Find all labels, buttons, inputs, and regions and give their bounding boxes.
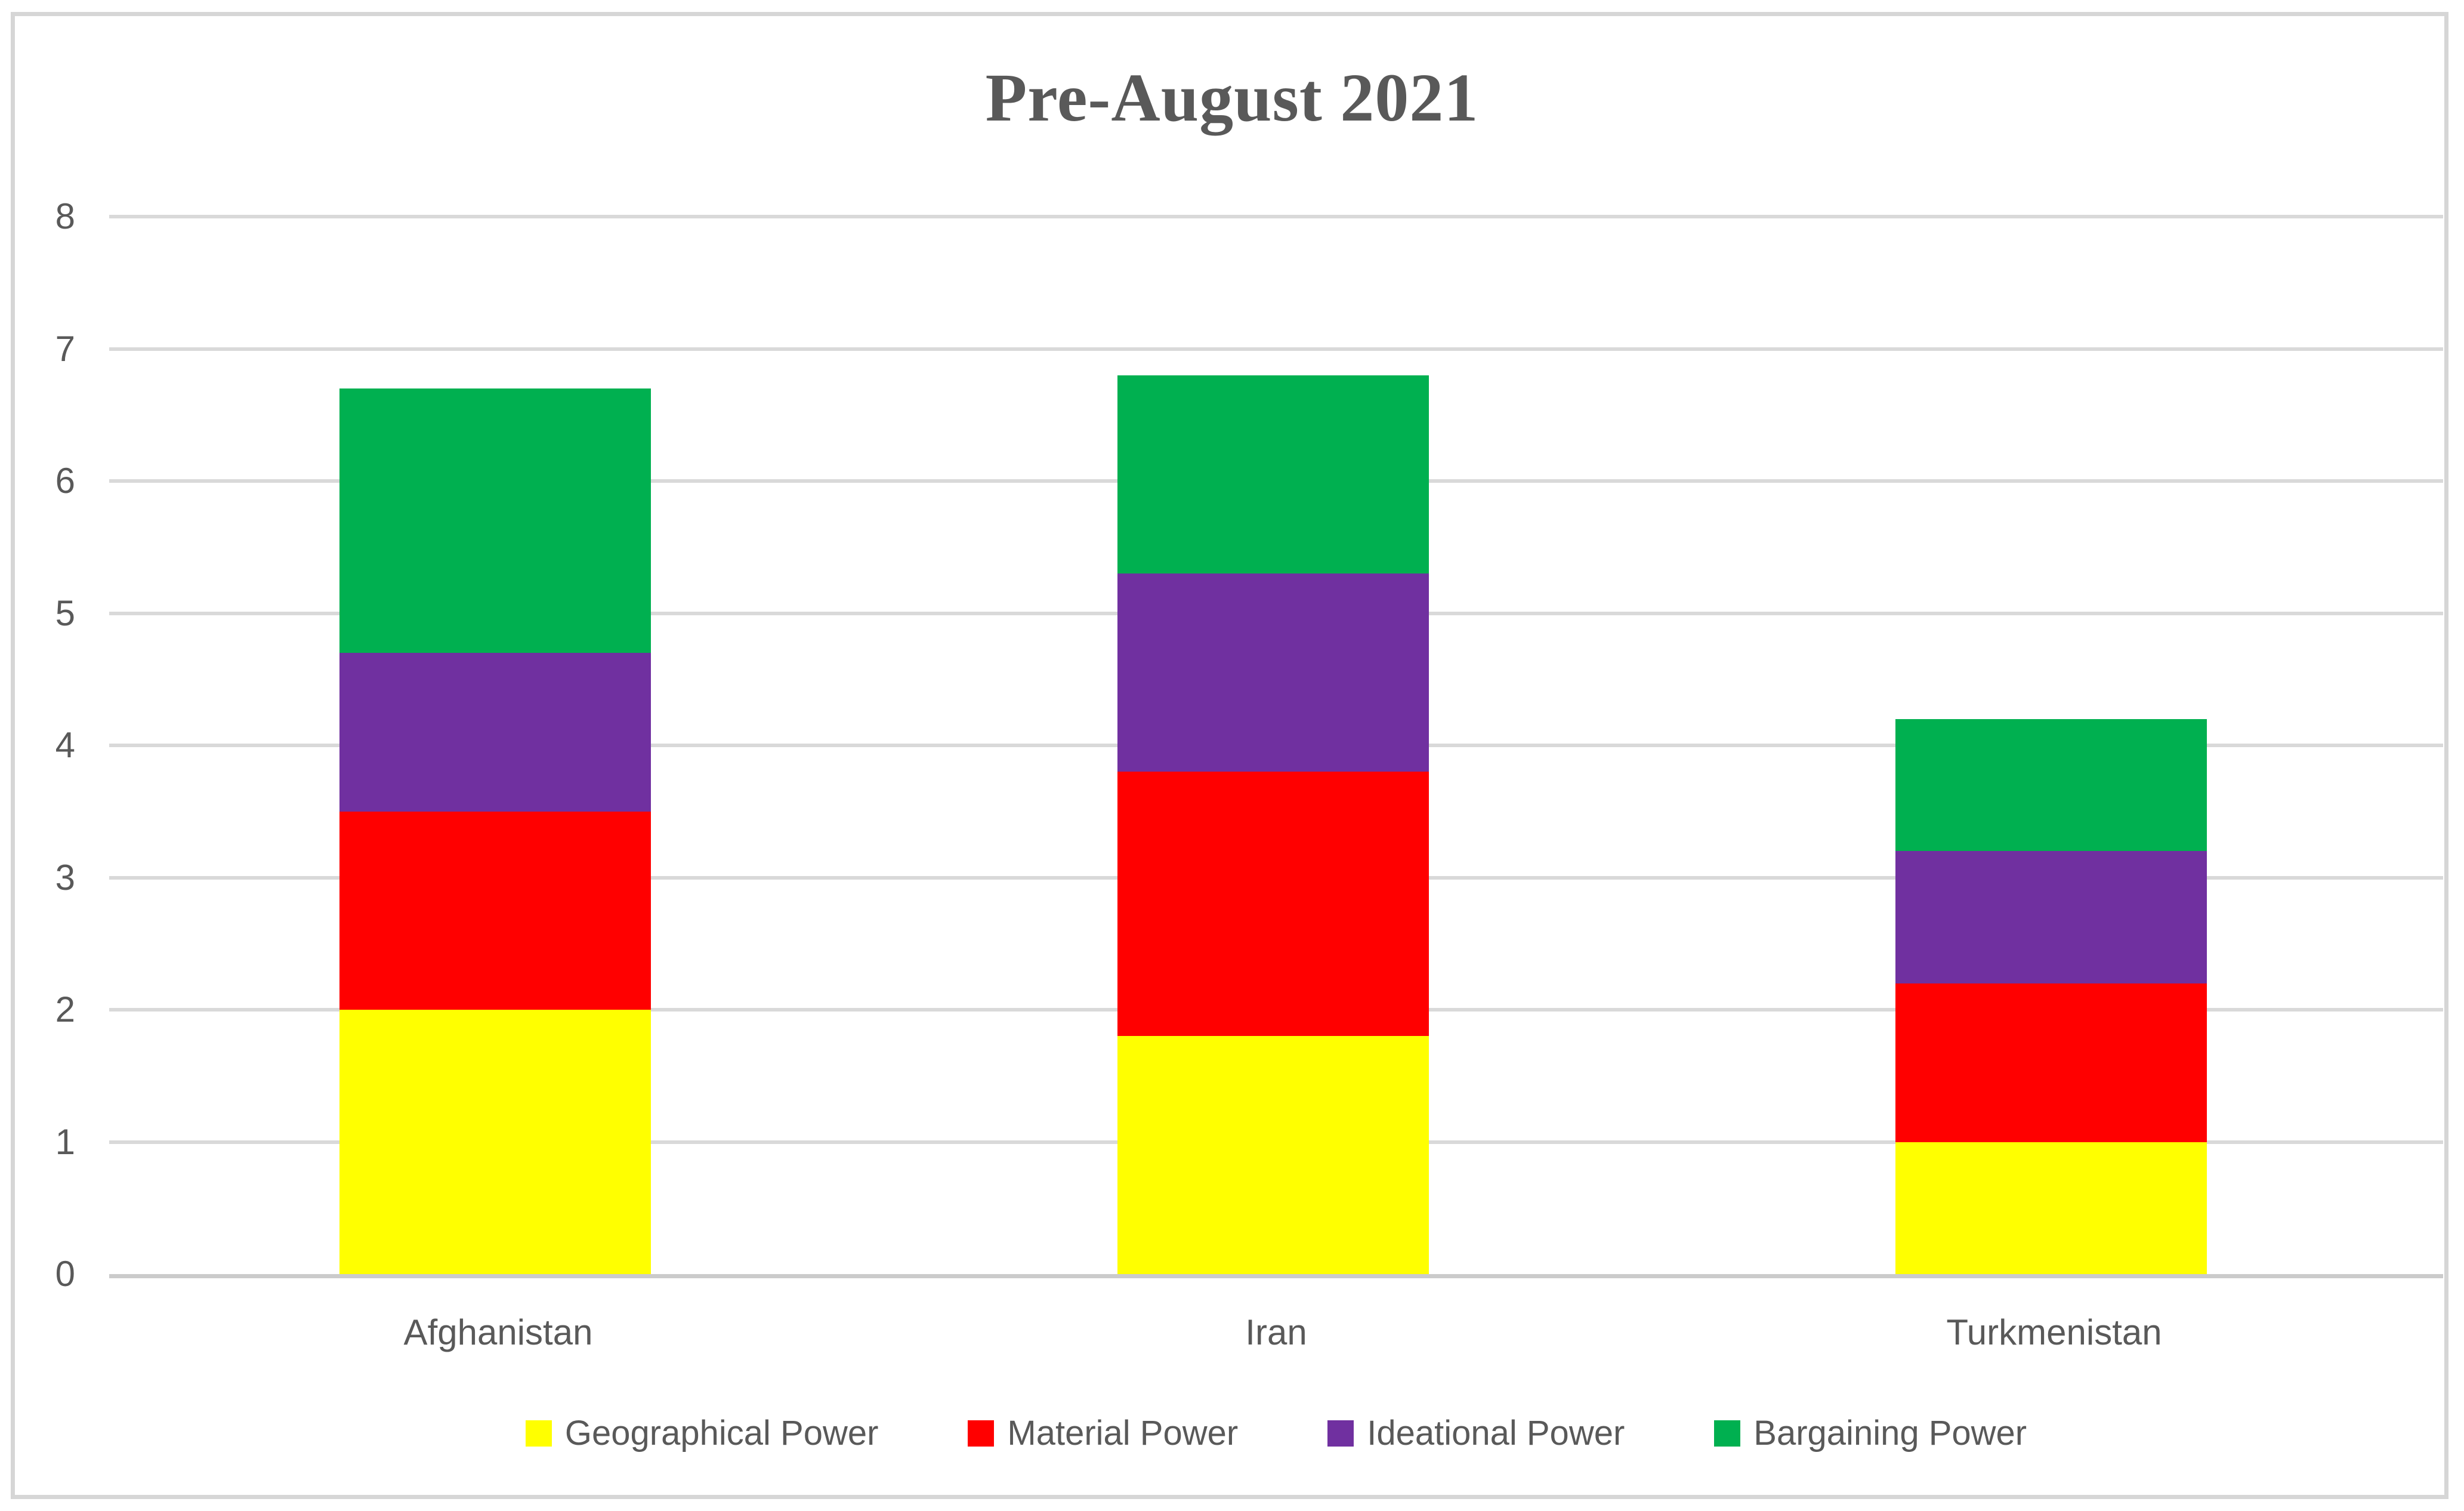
legend-label: Geographical Power: [564, 1414, 879, 1453]
bar-segment-iran-material-power: [1117, 772, 1429, 1037]
bar-segment-iran-geographical-power: [1117, 1036, 1429, 1274]
legend-item-geographical-power: Geographical Power: [525, 1413, 879, 1453]
legend-label: Ideational Power: [1367, 1414, 1625, 1453]
bar-segment-afghanistan-ideational-power: [339, 652, 651, 812]
y-tick-label-6: 6: [55, 461, 75, 501]
y-tick-label-0: 0: [55, 1254, 75, 1294]
bar-segment-turkmenistan-bargaining-power: [1895, 719, 2207, 852]
legend-item-material-power: Material Power: [968, 1413, 1238, 1453]
y-axis-tick-labels: 0 1 2 3 4 5 6 7 8: [0, 199, 75, 1292]
bar-segment-turkmenistan-ideational-power: [1895, 851, 2207, 983]
bar-segment-turkmenistan-geographical-power: [1895, 1142, 2207, 1274]
bar-segment-iran-bargaining-power: [1117, 375, 1429, 574]
figure-border-frame: [11, 12, 2448, 1499]
y-tick-label-2: 2: [55, 989, 75, 1029]
y-tick-label-5: 5: [55, 593, 75, 633]
legend-swatch-icon: [1327, 1420, 1354, 1447]
y-tick-label-3: 3: [55, 857, 75, 898]
x-axis-line: [109, 1274, 2443, 1278]
y-tick-label-1: 1: [55, 1121, 75, 1162]
y-tick-label-7: 7: [55, 328, 75, 369]
legend-swatch-icon: [1714, 1420, 1741, 1447]
bar-afghanistan: [109, 217, 887, 1274]
bar-segment-afghanistan-geographical-power: [339, 1010, 651, 1274]
y-tick-label-4: 4: [55, 725, 75, 765]
bar-segment-afghanistan-material-power: [339, 811, 651, 1010]
bar-iran: [887, 217, 1665, 1274]
bar-segment-afghanistan-bargaining-power: [339, 388, 651, 653]
bar-turkmenistan: [1665, 217, 2443, 1274]
legend-swatch-icon: [968, 1420, 995, 1447]
legend-label: Material Power: [1007, 1414, 1239, 1453]
x-axis-category-labels: Afghanistan Iran Turkmenistan: [109, 1312, 2443, 1353]
chart-title: Pre-August 2021: [985, 60, 1479, 135]
x-axis-label-afghanistan: Afghanistan: [403, 1312, 593, 1352]
legend-item-bargaining-power: Bargaining Power: [1714, 1413, 2027, 1453]
bar-segment-turkmenistan-material-power: [1895, 983, 2207, 1142]
legend-item-ideational-power: Ideational Power: [1327, 1413, 1625, 1453]
bar-segment-iran-ideational-power: [1117, 573, 1429, 772]
legend-label: Bargaining Power: [1753, 1414, 2027, 1453]
legend-swatch-icon: [525, 1420, 552, 1447]
bars-layer: [109, 217, 2443, 1274]
legend: Geographical Power Material Power Ideation…: [109, 1413, 2443, 1453]
gridline-y-8: [109, 215, 2443, 218]
x-axis-label-iran: Iran: [1245, 1312, 1307, 1352]
plot-area: [109, 215, 2443, 1278]
gridline-y-7: [109, 347, 2443, 351]
y-tick-label-8: 8: [55, 196, 75, 236]
x-axis-label-turkmenistan: Turkmenistan: [1946, 1312, 2162, 1352]
